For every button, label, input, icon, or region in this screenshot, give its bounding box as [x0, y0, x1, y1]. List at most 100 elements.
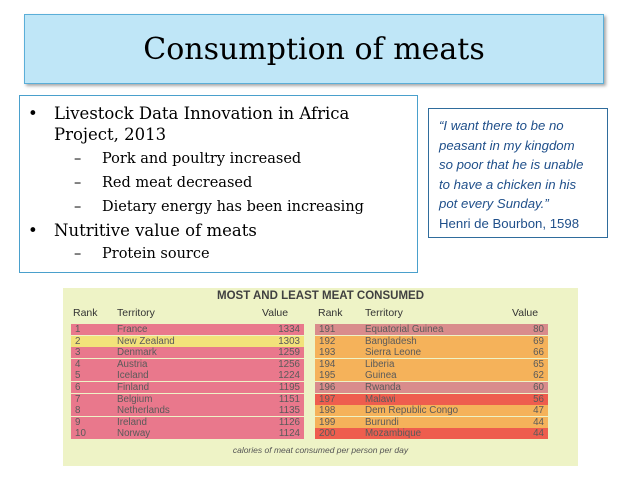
meat-consumption-table: MOST AND LEAST MEAT CONSUMED Rank Territ… — [63, 288, 578, 466]
dash-symbol: – — [74, 246, 82, 262]
rank-cell: 197 — [319, 393, 336, 405]
header-territory-least: Territory — [365, 307, 403, 319]
sub-bullet-text: Protein source — [102, 246, 210, 262]
rank-cell: 4 — [75, 358, 81, 370]
territory-cell: Liberia — [365, 358, 395, 370]
table-row-least: 195 Guinea 62 — [315, 370, 548, 382]
rank-cell: 1 — [75, 324, 81, 335]
rank-cell: 9 — [75, 416, 81, 428]
rank-cell: 191 — [319, 324, 336, 335]
territory-cell: Guinea — [365, 370, 397, 382]
value-cell: 1126 — [278, 416, 300, 428]
quote-line: so poor that he is unable — [439, 157, 584, 172]
rank-cell: 199 — [319, 416, 336, 428]
territory-cell: Dem Republic Congo — [365, 405, 459, 417]
value-cell: 1151 — [278, 393, 300, 405]
bullet-text-line: Project, 2013 — [54, 125, 167, 144]
table-row-least: 199 Burundi 44 — [315, 416, 548, 428]
value-cell: 60 — [533, 382, 544, 393]
rank-cell: 192 — [319, 335, 336, 347]
table-row-least: 200 Mozambique 44 — [315, 428, 548, 440]
table-caption: calories of meat consumed per person per… — [232, 445, 409, 455]
rank-cell: 3 — [75, 347, 81, 359]
table-row-least: 198 Dem Republic Congo 47 — [315, 405, 548, 417]
value-cell: 56 — [533, 393, 544, 405]
value-cell: 47 — [533, 405, 544, 417]
table-row-most: 7 Belgium 1151 — [71, 393, 304, 405]
territory-cell: Rwanda — [365, 382, 401, 393]
territory-cell: Iceland — [117, 370, 149, 382]
value-cell: 1256 — [278, 358, 300, 370]
table-row-most: 9 Ireland 1126 — [71, 416, 304, 428]
table-row-least: 193 Sierra Leone 66 — [315, 347, 548, 359]
value-cell: 1303 — [278, 335, 300, 347]
value-cell: 62 — [533, 370, 544, 382]
territory-cell: Norway — [117, 428, 151, 440]
table-row-most: 5 Iceland 1224 — [71, 370, 304, 382]
value-cell: 44 — [533, 416, 544, 428]
value-cell: 44 — [533, 428, 544, 440]
table-row-most: 1 France 1334 — [71, 324, 304, 335]
table-row-most: 6 Finland 1195 — [71, 382, 304, 393]
quote-line: pot every Sunday.” — [439, 196, 549, 211]
table-row-least: 191 Equatorial Guinea 80 — [315, 324, 548, 335]
rank-cell: 7 — [75, 393, 81, 405]
territory-cell: Denmark — [117, 347, 157, 359]
territory-cell: New Zealand — [117, 335, 175, 347]
value-cell: 1334 — [278, 324, 300, 335]
bullet-text-line: Nutritive value of meats — [54, 221, 257, 240]
value-cell: 1124 — [278, 428, 300, 440]
dash-symbol: – — [74, 151, 82, 167]
dash-symbol: – — [74, 175, 82, 191]
header-value-most: Value — [262, 307, 289, 319]
rank-cell: 10 — [75, 428, 86, 440]
quote-line: peasant in my kingdom — [439, 137, 575, 153]
header-value-least: Value — [512, 307, 539, 319]
quote-line: to have a chicken in his — [439, 176, 577, 192]
rank-cell: 194 — [319, 358, 336, 370]
territory-cell: Malawi — [365, 393, 396, 405]
rank-cell: 8 — [75, 405, 81, 417]
sub-bullet-text: Red meat decreased — [102, 175, 253, 191]
bullet-box: • Livestock Data Innovation in Africa Pr… — [19, 95, 418, 273]
sub-bullet-text: Dietary energy has been increasing — [102, 199, 364, 215]
header-rank-least: Rank — [318, 307, 343, 319]
value-cell: 66 — [533, 347, 544, 359]
rank-cell: 200 — [319, 428, 336, 440]
territory-cell: Equatorial Guinea — [365, 324, 444, 335]
rank-cell: 6 — [75, 382, 81, 393]
territory-cell: Austria — [117, 358, 148, 370]
table-row-least: 192 Bangladesh 69 — [315, 335, 548, 347]
quote-line: “I want there to be no — [439, 118, 564, 133]
value-cell: 1224 — [278, 370, 300, 382]
table-row-most: 10 Norway 1124 — [71, 428, 304, 440]
value-cell: 1259 — [278, 347, 300, 359]
rank-cell: 2 — [75, 335, 81, 347]
territory-cell: Finland — [117, 382, 150, 393]
sub-bullet-text: Pork and poultry increased — [102, 151, 302, 167]
value-cell: 80 — [533, 324, 544, 335]
territory-cell: Belgium — [117, 393, 153, 405]
rank-cell: 198 — [319, 405, 336, 417]
dash-symbol: – — [74, 199, 82, 215]
table-row-least: 194 Liberia 65 — [315, 358, 548, 370]
bullet-symbol: • — [28, 104, 38, 123]
rank-cell: 195 — [319, 370, 336, 382]
territory-cell: Burundi — [365, 416, 399, 428]
bullet-text-line: Livestock Data Innovation in Africa — [54, 104, 350, 123]
table-title: MOST AND LEAST MEAT CONSUMED — [217, 290, 424, 302]
table-row-least: 197 Malawi 56 — [315, 393, 548, 405]
rank-cell: 193 — [319, 347, 336, 359]
title-box: Consumption of meats — [24, 14, 604, 84]
value-cell: 65 — [533, 358, 544, 370]
rank-cell: 196 — [319, 382, 336, 393]
header-territory-most: Territory — [117, 307, 155, 319]
rank-cell: 5 — [75, 370, 81, 382]
value-cell: 1195 — [278, 382, 300, 393]
territory-cell: Sierra Leone — [365, 347, 422, 359]
value-cell: 69 — [533, 335, 544, 347]
quote-box: “I want there to be no peasant in my kin… — [428, 108, 608, 238]
territory-cell: Mozambique — [365, 428, 422, 440]
quote-attribution: Henri de Bourbon, 1598 — [439, 215, 580, 231]
table-row-least: 196 Rwanda 60 — [315, 382, 548, 393]
